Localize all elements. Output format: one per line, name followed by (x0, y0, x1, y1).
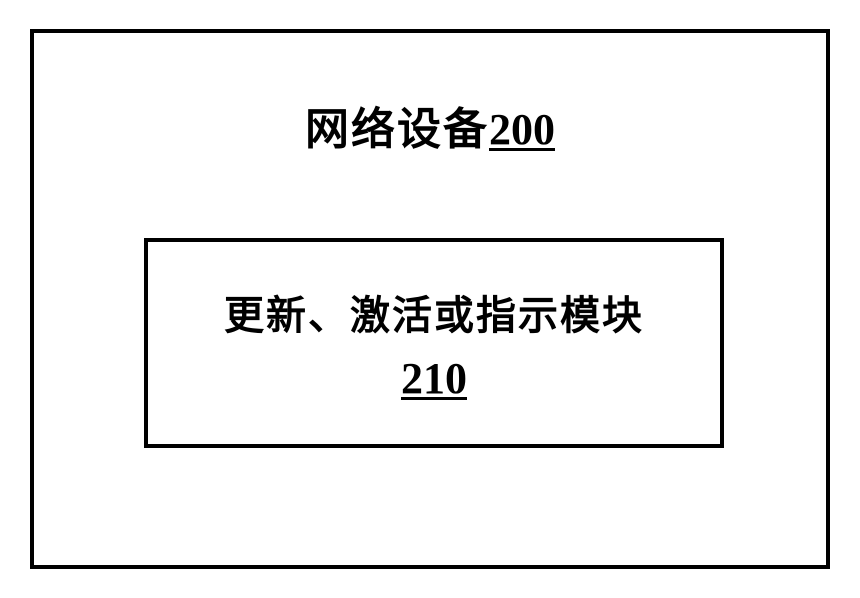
outer-title-text: 网络设备 (305, 105, 489, 154)
outer-title-number: 200 (489, 105, 555, 154)
outer-container-box: 网络设备200 更新、激活或指示模块 210 (30, 29, 830, 569)
inner-module-box: 更新、激活或指示模块 210 (144, 238, 724, 448)
module-text: 更新、激活或指示模块 (224, 283, 644, 341)
outer-title-row: 网络设备200 (34, 93, 826, 157)
module-number: 210 (401, 353, 467, 404)
